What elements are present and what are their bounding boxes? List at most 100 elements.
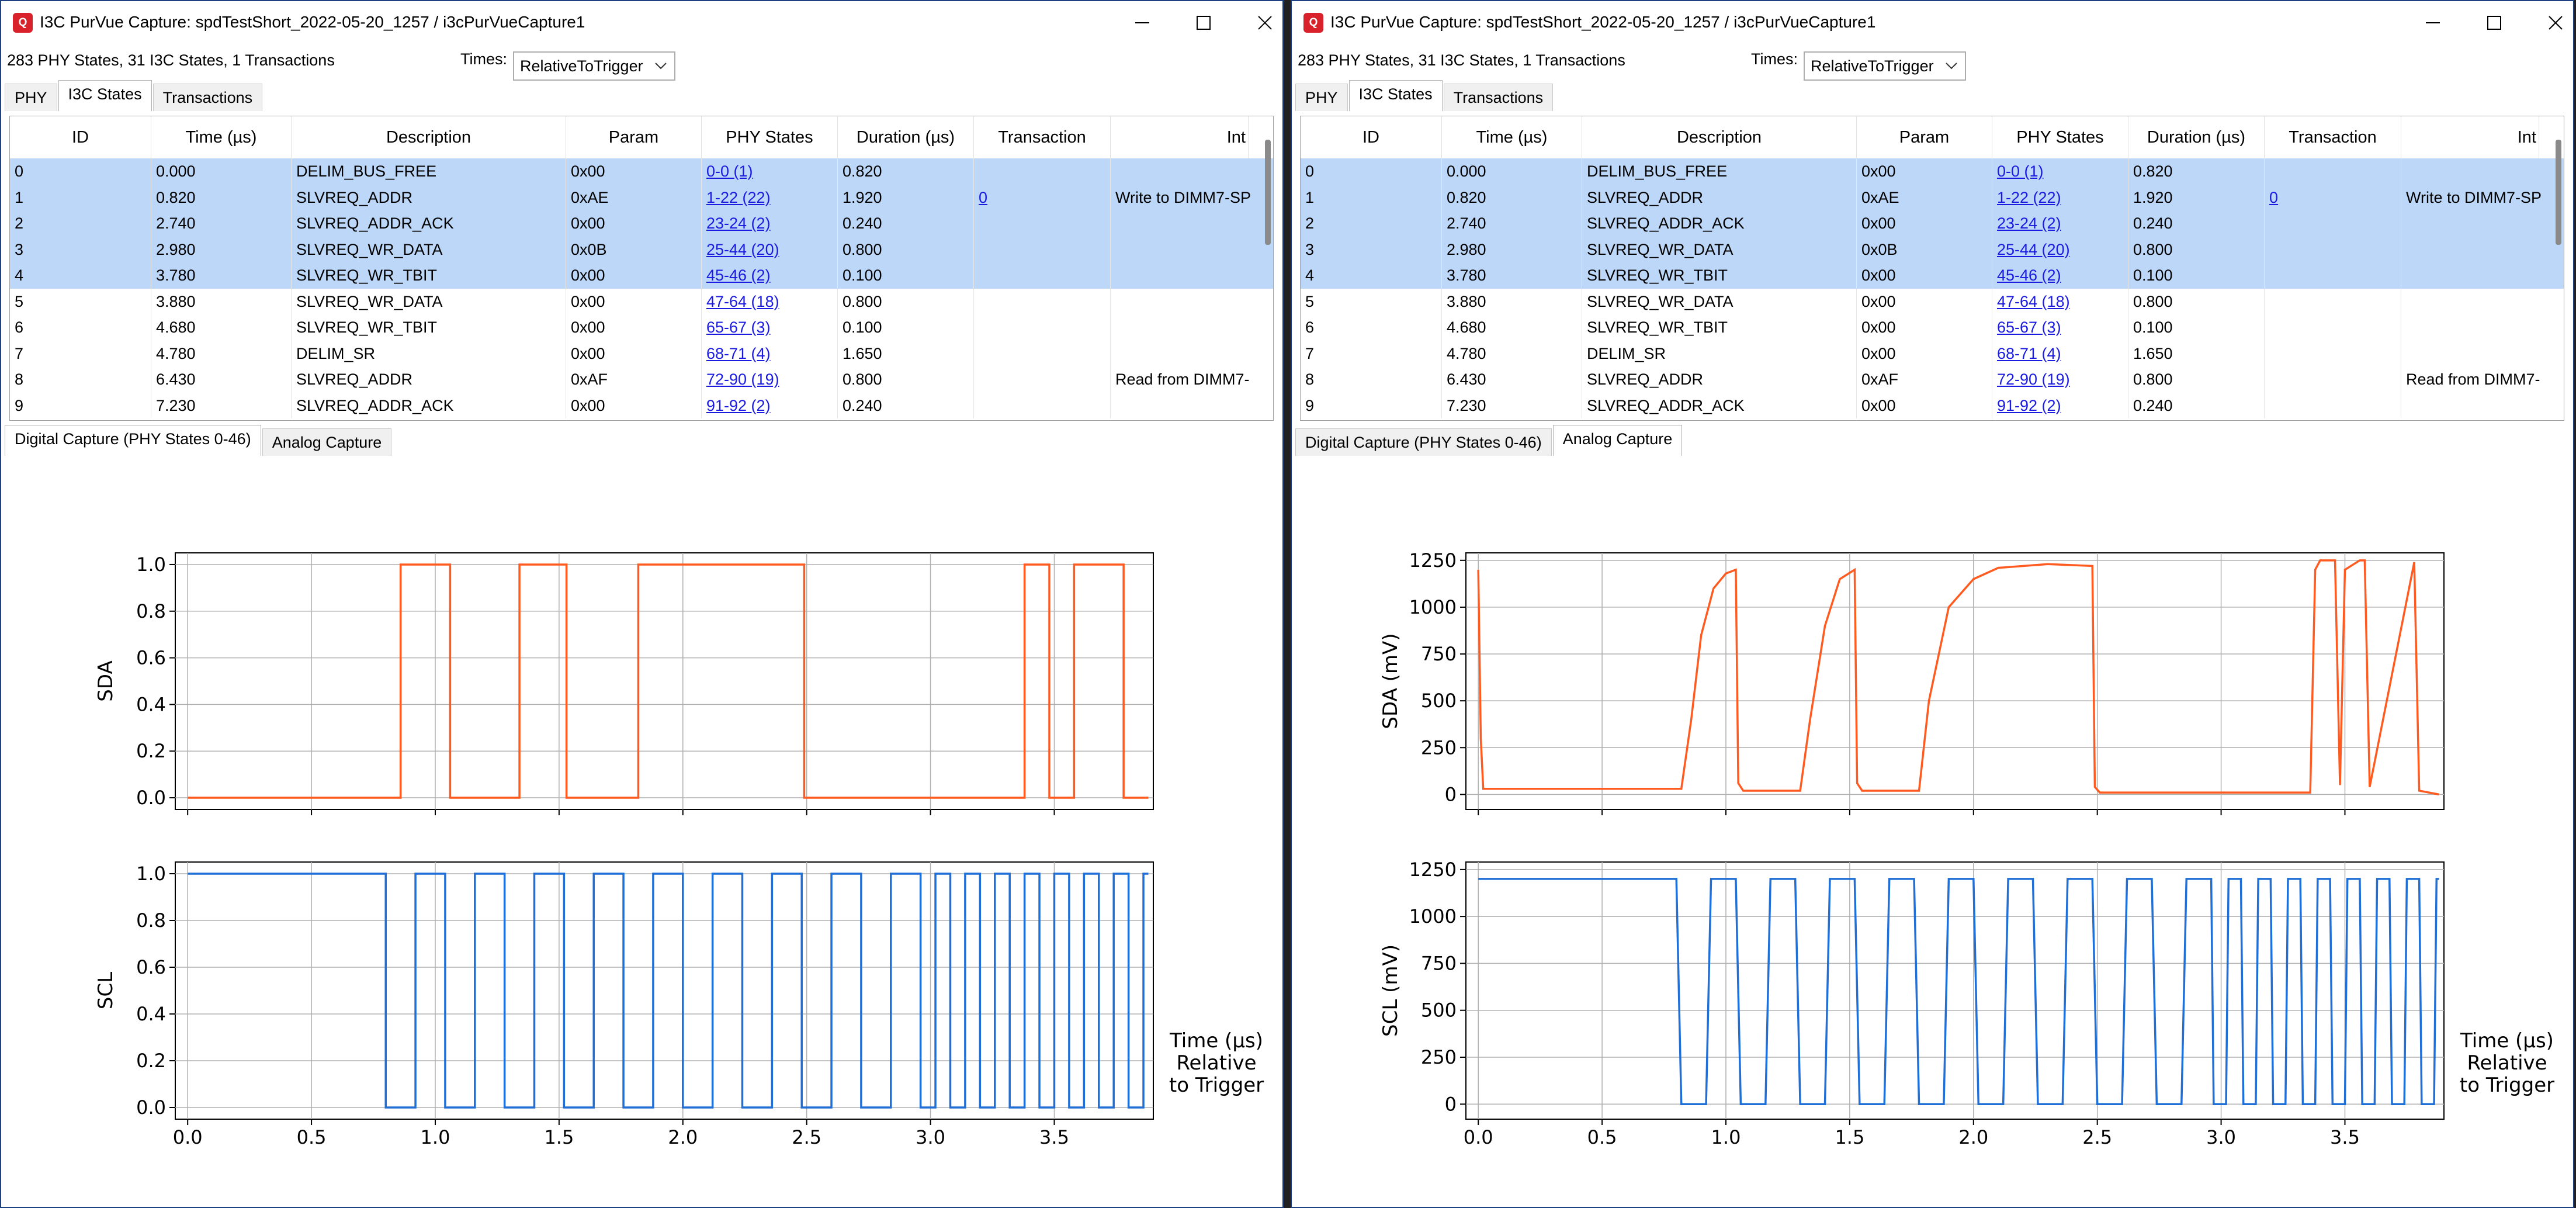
table-cell: 0x00 — [566, 158, 702, 185]
tab-i3c-states[interactable]: I3C States — [58, 80, 152, 111]
close-button[interactable] — [2538, 7, 2573, 39]
column-header[interactable]: Duration (µs) — [838, 116, 974, 158]
table-row[interactable]: 9 7.230 SLVREQ_ADDR_ACK 0x00 91-92 (2) 0.240 — [1301, 392, 2564, 418]
table-cell: 3 — [10, 236, 151, 262]
table-scrollbar[interactable] — [2556, 140, 2561, 245]
table-row[interactable]: 1 0.820 SLVREQ_ADDR 0xAE 1-22 (22) 1.920 0 Writ… — [1301, 184, 2564, 211]
table-cell-link[interactable]: 25-44 (20) — [1992, 236, 2128, 262]
maximize-button[interactable] — [2477, 7, 2512, 39]
column-header[interactable]: Int — [1111, 116, 1249, 158]
column-header[interactable]: Description — [292, 116, 566, 158]
tab-phy[interactable]: PHY — [5, 84, 57, 111]
table-cell-link[interactable]: 0-0 (1) — [702, 158, 838, 185]
maximize-button[interactable] — [1186, 7, 1221, 39]
table-cell — [1111, 314, 1273, 341]
minimize-button[interactable] — [2415, 7, 2450, 39]
i3c-states-table[interactable]: ID Time (µs) Description Param PHY States Dur… — [9, 116, 1274, 421]
column-header[interactable]: PHY States — [1992, 116, 2128, 158]
table-row[interactable]: 7 4.780 DELIM_SR 0x00 68-71 (4) 1.650 — [1301, 340, 2564, 366]
tab-transactions[interactable]: Transactions — [152, 84, 263, 111]
table-cell — [2265, 340, 2401, 366]
table-cell-link[interactable]: 0-0 (1) — [1992, 158, 2128, 185]
minimize-button[interactable] — [1125, 7, 1160, 39]
i3c-states-table[interactable]: ID Time (µs) Description Param PHY States Dur… — [1300, 116, 2564, 421]
table-row[interactable]: 4 3.780 SLVREQ_WR_TBIT 0x00 45-46 (2) 0.100 — [10, 262, 1273, 289]
y-tick-label: 0 — [1445, 1093, 1457, 1115]
table-row[interactable]: 3 2.980 SLVREQ_WR_DATA 0x0B 25-44 (20) 0.800 — [10, 236, 1273, 263]
table-row[interactable]: 2 2.740 SLVREQ_ADDR_ACK 0x00 23-24 (2) 0.240 — [1301, 210, 2564, 237]
column-header[interactable]: Duration (µs) — [2128, 116, 2265, 158]
y-axis-label: SCL — [94, 972, 117, 1009]
table-cell-link[interactable]: 1-22 (22) — [1992, 184, 2128, 210]
table-cell — [1111, 237, 1273, 263]
table-row[interactable]: 1 0.820 SLVREQ_ADDR 0xAE 1-22 (22) 1.920 0 Writ… — [10, 184, 1273, 210]
tab-phy[interactable]: PHY — [1295, 84, 1348, 111]
table-cell — [2401, 158, 2564, 185]
table-cell-link[interactable]: 68-71 (4) — [1992, 340, 2128, 366]
table-cell-link[interactable]: 72-90 (19) — [702, 366, 838, 393]
column-header[interactable]: Int — [2401, 116, 2539, 158]
column-header[interactable]: Transaction — [974, 116, 1111, 158]
table-row[interactable]: 7 4.780 DELIM_SR 0x00 68-71 (4) 1.650 — [10, 340, 1273, 366]
plot-frame — [1465, 861, 2445, 1120]
table-cell-link[interactable]: 23-24 (2) — [1992, 210, 2128, 237]
column-header[interactable]: Description — [1582, 116, 1857, 158]
table-cell-link[interactable]: 23-24 (2) — [702, 210, 838, 237]
title-bar[interactable]: Q I3C PurVue Capture: spdTestShort_2022-… — [1292, 1, 2573, 44]
table-cell-link[interactable]: 91-92 (2) — [1992, 392, 2128, 418]
table-cell: 4 — [1301, 262, 1442, 289]
times-dropdown[interactable]: RelativeToTrigger — [1804, 51, 1966, 81]
column-header[interactable]: Time (µs) — [151, 116, 292, 158]
table-row[interactable]: 5 3.880 SLVREQ_WR_DATA 0x00 47-64 (18) 0.800 — [10, 288, 1273, 314]
table-cell-link[interactable]: 45-46 (2) — [702, 262, 838, 289]
tab-transactions[interactable]: Transactions — [1443, 84, 1554, 111]
table-row[interactable]: 2 2.740 SLVREQ_ADDR_ACK 0x00 23-24 (2) 0.240 — [10, 210, 1273, 237]
times-dropdown-value: RelativeToTrigger — [520, 57, 643, 75]
column-header[interactable]: Param — [1857, 116, 1992, 158]
table-cell-link[interactable]: 65-67 (3) — [1992, 314, 2128, 341]
table-cell-link[interactable]: 0 — [974, 184, 1111, 210]
table-cell: SLVREQ_WR_DATA — [292, 288, 566, 314]
table-row[interactable]: 5 3.880 SLVREQ_WR_DATA 0x00 47-64 (18) 0.800 — [1301, 288, 2564, 314]
table-row[interactable]: 0 0.000 DELIM_BUS_FREE 0x00 0-0 (1) 0.820 — [10, 158, 1273, 185]
column-header[interactable]: ID — [10, 116, 151, 158]
times-dropdown[interactable]: RelativeToTrigger — [513, 51, 675, 81]
tab-analog-capture[interactable]: Analog Capture — [262, 428, 392, 456]
table-cell: 2.980 — [1442, 236, 1582, 262]
tab-i3c-states[interactable]: I3C States — [1348, 80, 1443, 111]
table-cell: SLVREQ_ADDR_ACK — [292, 210, 566, 237]
close-button[interactable] — [1247, 7, 1282, 39]
table-row[interactable]: 8 6.430 SLVREQ_ADDR 0xAF 72-90 (19) 0.800 Read… — [1301, 366, 2564, 393]
column-header[interactable]: PHY States — [702, 116, 838, 158]
table-cell-link[interactable]: 0 — [2265, 184, 2401, 210]
table-cell-link[interactable]: 68-71 (4) — [702, 340, 838, 366]
table-row[interactable]: 8 6.430 SLVREQ_ADDR 0xAF 72-90 (19) 0.800 Read… — [10, 366, 1273, 393]
table-cell-link[interactable]: 45-46 (2) — [1992, 262, 2128, 289]
table-cell-link[interactable]: 47-64 (18) — [702, 288, 838, 314]
table-row[interactable]: 4 3.780 SLVREQ_WR_TBIT 0x00 45-46 (2) 0.100 — [1301, 262, 2564, 289]
tab-digital-capture[interactable]: Digital Capture (PHY States 0-46) — [1295, 428, 1552, 456]
column-header[interactable]: Param — [566, 116, 702, 158]
tab-analog-capture[interactable]: Analog Capture — [1552, 425, 1683, 456]
column-header[interactable]: Time (µs) — [1442, 116, 1582, 158]
table-cell: Write to DIMM7-SP — [2401, 185, 2564, 211]
column-header[interactable]: Transaction — [2265, 116, 2401, 158]
tab-digital-capture[interactable]: Digital Capture (PHY States 0-46) — [5, 425, 261, 456]
table-cell-link[interactable]: 65-67 (3) — [702, 314, 838, 341]
table-cell-link[interactable]: 25-44 (20) — [702, 236, 838, 262]
table-cell-link[interactable]: 47-64 (18) — [1992, 288, 2128, 314]
table-row[interactable]: 0 0.000 DELIM_BUS_FREE 0x00 0-0 (1) 0.820 — [1301, 158, 2564, 185]
table-cell-link[interactable]: 1-22 (22) — [702, 184, 838, 210]
table-cell: SLVREQ_WR_DATA — [1582, 288, 1857, 314]
y-tick-label: 750 — [1421, 643, 1457, 665]
table-scrollbar[interactable] — [1265, 140, 1271, 245]
table-row[interactable]: 6 4.680 SLVREQ_WR_TBIT 0x00 65-67 (3) 0.100 — [10, 314, 1273, 341]
table-cell-link[interactable]: 91-92 (2) — [702, 392, 838, 418]
title-bar[interactable]: Q I3C PurVue Capture: spdTestShort_2022-… — [1, 1, 1282, 44]
column-header[interactable]: ID — [1301, 116, 1442, 158]
table-row[interactable]: 3 2.980 SLVREQ_WR_DATA 0x0B 25-44 (20) 0.800 — [1301, 236, 2564, 262]
table-cell: 0.240 — [2128, 210, 2265, 237]
table-row[interactable]: 9 7.230 SLVREQ_ADDR_ACK 0x00 91-92 (2) 0.240 — [10, 392, 1273, 418]
table-cell-link[interactable]: 72-90 (19) — [1992, 366, 2128, 393]
table-row[interactable]: 6 4.680 SLVREQ_WR_TBIT 0x00 65-67 (3) 0.100 — [1301, 314, 2564, 341]
